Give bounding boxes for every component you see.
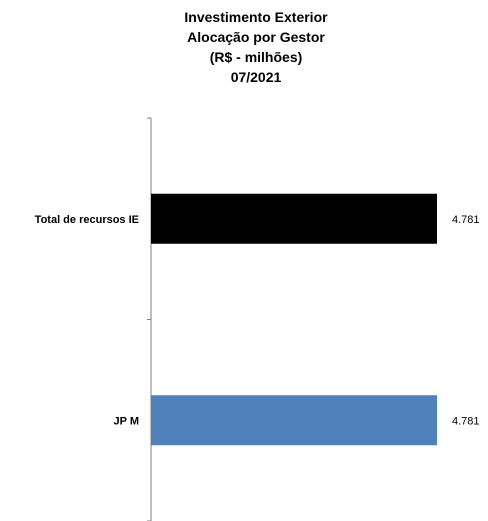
bars [151, 193, 437, 446]
data-label: 4.781 [452, 415, 480, 427]
chart-title-line: 07/2021 [231, 69, 282, 85]
chart-title: Investimento Exterior Alocação por Gestor… [184, 9, 328, 85]
category-tick-label: Total de recursos IE [35, 214, 139, 226]
chart-title-line: Investimento Exterior [184, 9, 328, 25]
bar [151, 193, 437, 244]
bar [151, 395, 437, 446]
labels: Total de recursos IE 4.781 JP M 4.781 [35, 214, 480, 428]
category-tick-label: JP M [114, 415, 139, 427]
data-label: 4.781 [452, 214, 480, 226]
category-axis [147, 117, 152, 521]
chart-title-line: Alocação por Gestor [187, 29, 325, 45]
chart-title-line: (R$ - milhões) [210, 49, 303, 65]
